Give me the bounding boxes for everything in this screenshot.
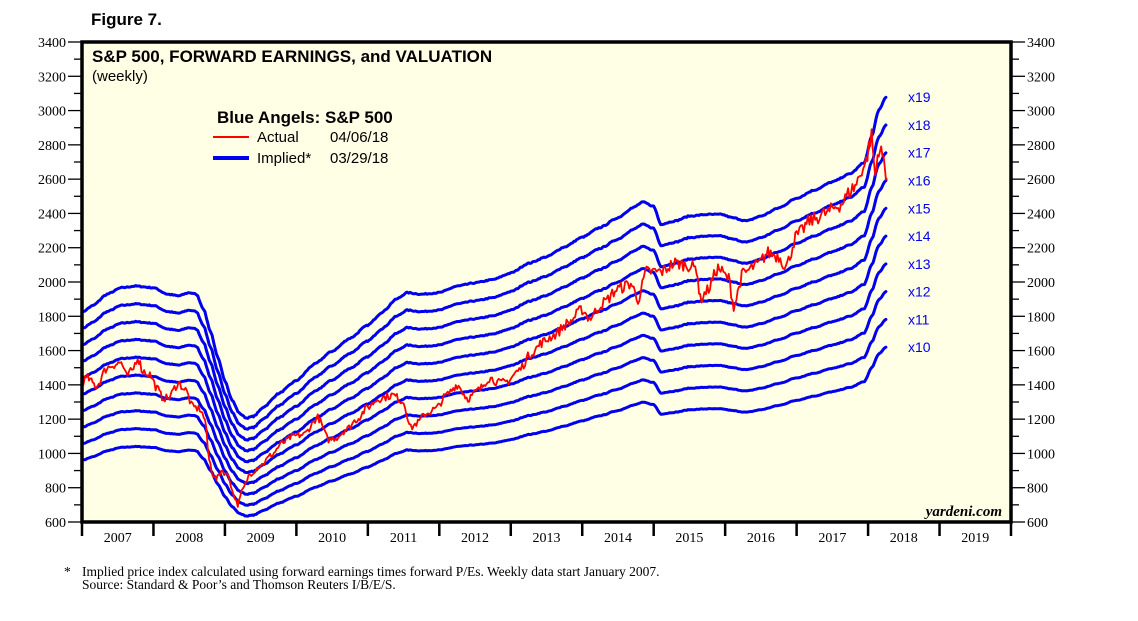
y-tick-label-right: 800 [1027,482,1048,497]
y-tick-label-right: 600 [1027,516,1048,531]
multiple-label-x15: x15 [908,200,931,216]
multiple-label-x11: x11 [908,311,930,327]
x-tick-label: 2007 [104,531,132,546]
footnote-line-1: Implied price index calculated using for… [82,564,660,579]
y-tick-label-right: 1800 [1027,310,1055,325]
implied-line-x17 [80,151,888,442]
actual-line [81,128,888,508]
y-tick-label-right: 1200 [1027,413,1055,428]
y-axis-right: 600 800 1000 1200 1400 1600 1800 2000 2200 2400 26… [1011,36,1055,531]
chart-subtitle: (weekly) [92,68,148,85]
y-tick-label-right: 1400 [1027,379,1055,394]
multiple-label-x12: x12 [908,284,931,300]
multiple-label-x14: x14 [908,228,931,244]
figure-label: Figure 7. [91,10,162,29]
legend-label-actual: Actual [257,129,299,146]
x-tick-label: 2010 [318,531,346,546]
legend-label-implied: Implied* [257,150,311,167]
x-tick-label: 2008 [175,531,203,546]
y-tick-label-right: 2200 [1027,242,1055,257]
x-tick-label: 2019 [961,531,989,546]
y-tick-label-left: 1200 [38,413,66,428]
plot-frame [80,40,1013,524]
implied-line-x11 [80,317,888,507]
y-tick-label-right: 3000 [1027,105,1055,120]
y-tick-label-right: 2400 [1027,207,1055,222]
y-tick-label-left: 1400 [38,379,66,394]
y-tick-label-left: 800 [45,482,66,497]
implied-line-x12 [80,290,888,496]
y-tick-label-left: 1600 [38,345,66,360]
implied-line-x15 [80,206,888,464]
multiple-label-x18: x18 [908,117,931,133]
implied-line-x19 [80,95,888,420]
chart: 600 800 1000 1200 1400 1600 1800 2000 2200 2400 26… [38,36,1055,546]
legend-title: Blue Angels: S&P 500 [217,108,393,127]
y-tick-label-right: 3200 [1027,70,1055,85]
multiple-label-x13: x13 [908,256,931,272]
legend-date-actual: 04/06/18 [330,129,388,146]
multiple-label-x10: x10 [908,339,931,355]
x-tick-label: 2011 [390,531,417,546]
x-tick-label: 2014 [604,531,632,546]
legend: Blue Angels: S&P 500 Actual 04/06/18 Imp… [213,108,393,167]
y-tick-label-left: 600 [45,516,66,531]
footnote-line-2: Source: Standard & Poor’s and Thomson Re… [82,577,396,592]
implied-line-x13 [80,262,888,486]
y-tick-label-left: 1800 [38,310,66,325]
x-tick-label: 2016 [747,531,775,546]
multiple-label-x16: x16 [908,173,931,189]
x-axis: 2007 2008 2009 2010 2011 2012 2013 2014 2015 2016… [80,522,1013,546]
legend-date-implied: 03/29/18 [330,150,388,167]
x-tick-label: 2015 [675,531,703,546]
multiple-label-x17: x17 [908,145,931,161]
implied-line-x16 [80,179,888,453]
x-tick-label: 2009 [247,531,275,546]
y-tick-label-right: 1000 [1027,447,1055,462]
y-tick-label-right: 1600 [1027,345,1055,360]
y-tick-label-right: 2800 [1027,139,1055,154]
footnote: * Implied price index calculated using fo… [64,564,660,592]
y-tick-label-left: 2000 [38,276,66,291]
x-tick-label: 2017 [818,531,846,546]
implied-line-x14 [80,234,888,475]
y-tick-label-left: 2600 [38,173,66,188]
y-tick-label-right: 3400 [1027,36,1055,51]
y-tick-label-left: 2200 [38,242,66,257]
x-tick-label: 2018 [890,531,918,546]
implied-line-x10 [80,345,888,518]
multiple-label-x19: x19 [908,89,931,105]
series-layer [80,95,888,518]
y-tick-label-left: 3400 [38,36,66,51]
watermark: yardeni.com [924,504,1002,520]
y-tick-label-right: 2000 [1027,276,1055,291]
x-tick-label: 2012 [461,531,489,546]
footnote-marker: * [64,564,71,579]
x-tick-label: 2013 [533,531,561,546]
y-axis-left: 600 800 1000 1200 1400 1600 1800 2000 2200 2400 26… [38,36,82,531]
y-tick-label-left: 2800 [38,139,66,154]
y-tick-label-left: 2400 [38,207,66,222]
chart-title: S&P 500, FORWARD EARNINGS, and VALUATION [92,47,492,66]
y-tick-label-left: 1000 [38,447,66,462]
y-tick-label-left: 3200 [38,70,66,85]
implied-line-x18 [80,123,888,431]
y-tick-label-left: 3000 [38,105,66,120]
y-tick-label-right: 2600 [1027,173,1055,188]
multiple-labels: x10 x11 x12 x13 x14 x15 x16 x17 x18 x19 [908,89,931,355]
